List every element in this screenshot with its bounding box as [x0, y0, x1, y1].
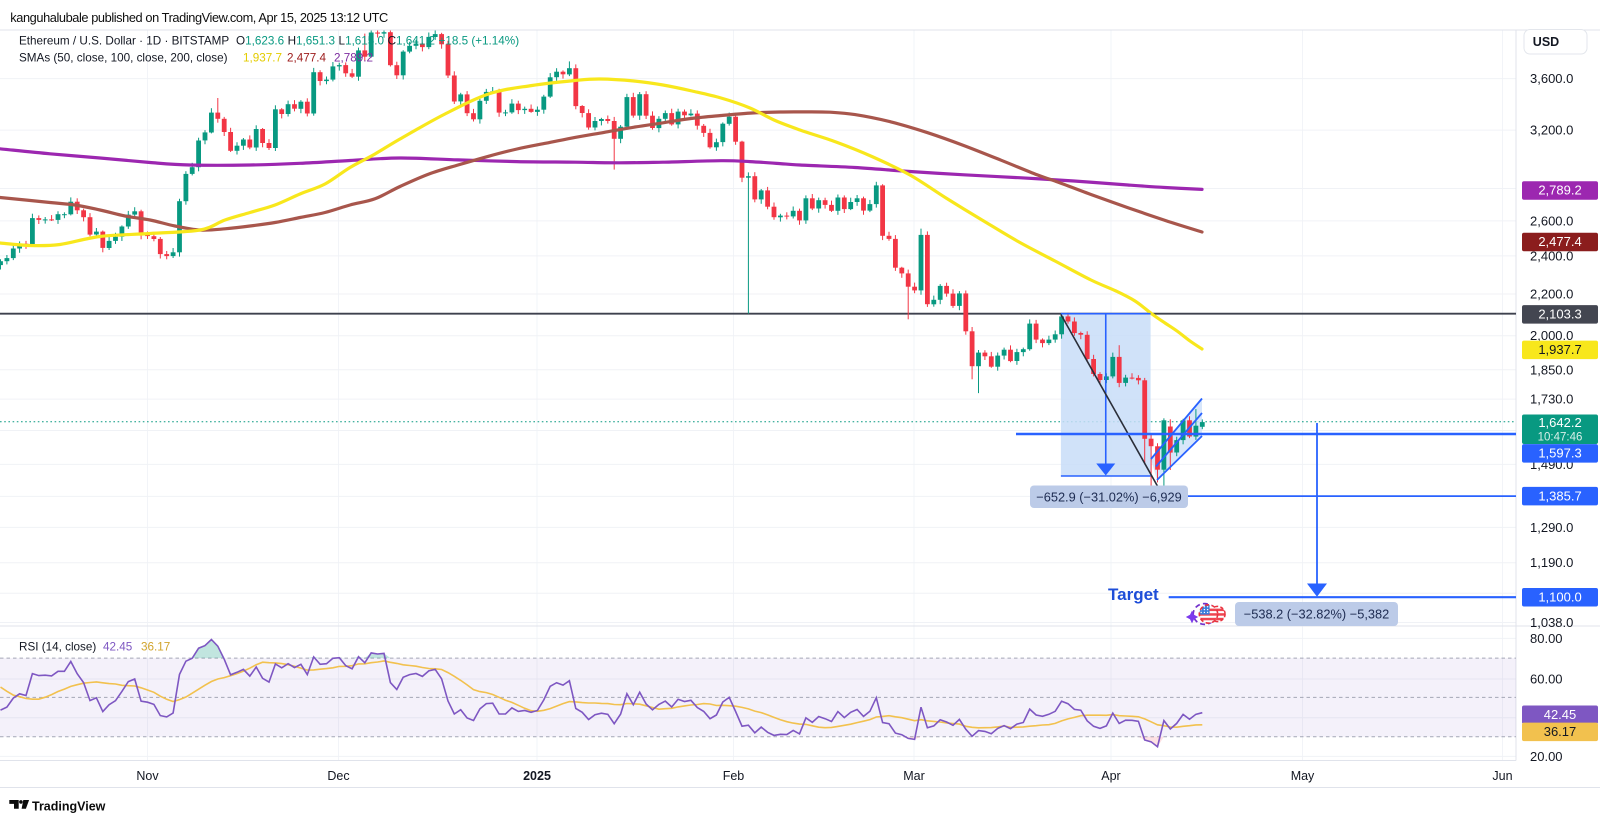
svg-text:10:47:46: 10:47:46: [1538, 432, 1583, 444]
svg-text:SMAs (50, close, 100, close, 2: SMAs (50, close, 100, close, 200, close): [19, 51, 228, 64]
svg-text:36.17: 36.17: [141, 641, 170, 654]
svg-text:Dec: Dec: [327, 769, 349, 783]
svg-text:1,937.7: 1,937.7: [243, 51, 282, 64]
svg-text:42.45: 42.45: [1544, 707, 1577, 722]
svg-text:Ethereum / U.S. Dollar · 1D ·: Ethereum / U.S. Dollar · 1D · BITSTAMP: [19, 35, 229, 48]
svg-text:Feb: Feb: [723, 769, 745, 783]
svg-text:1,038.0: 1,038.0: [1530, 615, 1573, 630]
svg-text:USD: USD: [1533, 35, 1559, 49]
svg-text:2,600.0: 2,600.0: [1530, 213, 1573, 228]
svg-text:2,477.4: 2,477.4: [1538, 234, 1581, 249]
svg-text:20.00: 20.00: [1530, 749, 1563, 764]
svg-text:Nov: Nov: [136, 769, 159, 783]
svg-text:36.17: 36.17: [1544, 724, 1577, 739]
svg-text:1,190.0: 1,190.0: [1530, 555, 1573, 570]
svg-text:2,103.3: 2,103.3: [1538, 307, 1581, 322]
svg-text:RSI (14, close): RSI (14, close): [19, 641, 96, 654]
svg-text:1,937.7: 1,937.7: [1538, 342, 1581, 357]
svg-text:Target: Target: [1108, 585, 1159, 604]
svg-text:Apr: Apr: [1101, 769, 1120, 783]
svg-text:kanguhalubale published on Tra: kanguhalubale published on TradingView.c…: [10, 10, 388, 25]
svg-text:May: May: [1291, 769, 1315, 783]
svg-text:−538.2 (−32.82%) −5,382: −538.2 (−32.82%) −5,382: [1244, 607, 1390, 622]
svg-text:1,850.0: 1,850.0: [1530, 362, 1573, 377]
svg-text:1,100.0: 1,100.0: [1538, 589, 1581, 604]
svg-text:3,200.0: 3,200.0: [1530, 123, 1573, 138]
svg-text:1,597.3: 1,597.3: [1538, 446, 1581, 461]
svg-text:80.00: 80.00: [1530, 631, 1563, 646]
svg-text:2,400.0: 2,400.0: [1530, 248, 1573, 263]
svg-text:TradingView: TradingView: [32, 800, 106, 814]
svg-text:Mar: Mar: [903, 769, 925, 783]
svg-text:2,000.0: 2,000.0: [1530, 328, 1573, 343]
svg-text:1,385.7: 1,385.7: [1538, 488, 1581, 503]
svg-text:42.45: 42.45: [103, 641, 133, 654]
svg-text:1,290.0: 1,290.0: [1530, 520, 1573, 535]
svg-text:2,200.0: 2,200.0: [1530, 286, 1573, 301]
svg-text:2025: 2025: [523, 769, 551, 783]
svg-text:Jun: Jun: [1492, 769, 1512, 783]
svg-text:1,730.0: 1,730.0: [1530, 392, 1573, 407]
svg-text:−652.9 (−31.02%) −6,929: −652.9 (−31.02%) −6,929: [1036, 489, 1182, 504]
svg-text:60.00: 60.00: [1530, 672, 1563, 687]
svg-text:2,789.2: 2,789.2: [334, 51, 373, 64]
svg-text:3,600.0: 3,600.0: [1530, 71, 1573, 86]
svg-text:1,642.2: 1,642.2: [1538, 415, 1581, 430]
svg-text:2,477.4: 2,477.4: [287, 51, 326, 64]
svg-text:O1,623.6H1,651.3L1,615.0C1,641: O1,623.6 H1,651.3 L1,615.0 C1,641.2 +18.5 (+…: [236, 35, 519, 48]
svg-text:2,789.2: 2,789.2: [1538, 183, 1581, 198]
